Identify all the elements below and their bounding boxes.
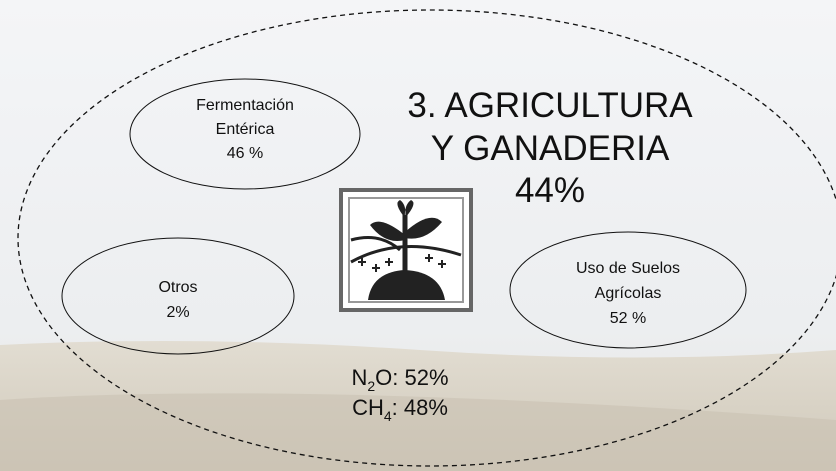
gas-suffix: O: 52% [375, 365, 448, 390]
node-label: Otros [158, 279, 197, 296]
node-share: 46 % [227, 145, 263, 162]
title-share: 44% [515, 171, 585, 210]
gas-share: CH4: 48% [352, 395, 448, 424]
node-label: Uso de Suelos [576, 260, 680, 277]
node-share: 2% [166, 304, 189, 321]
title-line: Y GANADERIA [431, 129, 670, 168]
gas-symbol: CH [352, 395, 384, 420]
node-share: 52 % [610, 310, 646, 327]
diagram: 3. AGRICULTURA Y GANADERIA 44% Fermentac… [0, 0, 836, 471]
node-label: Fermentación [196, 97, 294, 114]
gas-suffix: : 48% [392, 395, 448, 420]
agriculture-icon [341, 190, 471, 310]
gas-subscript: 2 [367, 378, 375, 394]
gas-share: N2O: 52% [351, 365, 448, 394]
node-label: Entérica [216, 121, 275, 138]
title-line: 3. AGRICULTURA [407, 86, 693, 125]
node-label: Agrícolas [595, 285, 662, 302]
gas-subscript: 4 [384, 408, 392, 424]
page: 3. AGRICULTURA Y GANADERIA 44% Fermentac… [0, 0, 836, 471]
gas-symbol: N [351, 365, 367, 390]
